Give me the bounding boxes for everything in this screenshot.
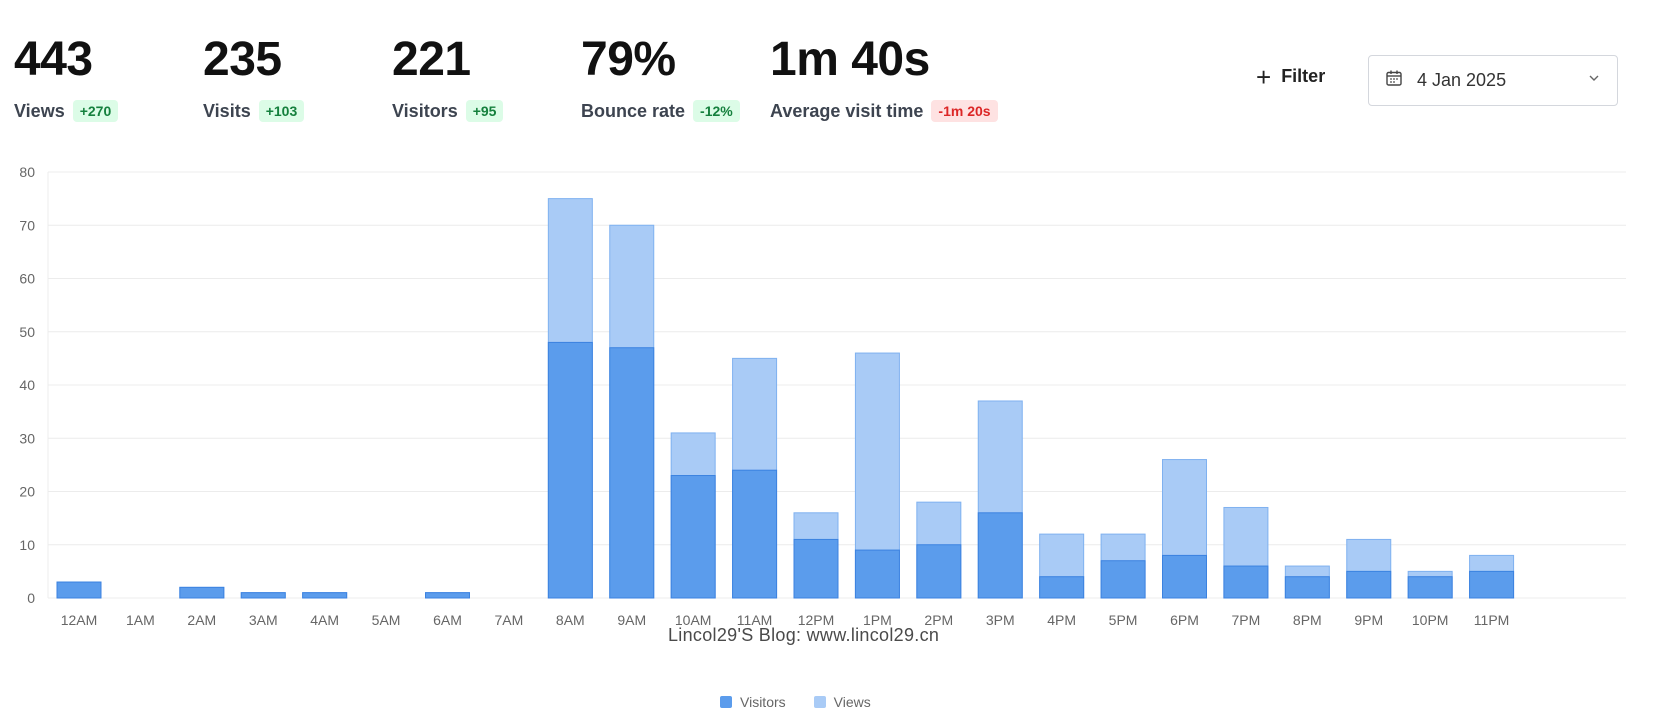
y-axis-ticks: 0 10 20 30 40 50 60 70 80 — [19, 164, 35, 606]
legend-item-views[interactable]: Views — [813, 694, 871, 710]
chart-legend: Visitors Views — [720, 694, 899, 710]
x-tick-label: 10PM — [1412, 612, 1449, 628]
x-tick-label: 4PM — [1047, 612, 1076, 628]
x-tick-label: 3PM — [986, 612, 1015, 628]
bar-visitors — [1039, 576, 1085, 599]
change-badge: +95 — [465, 100, 504, 122]
metric-value: 221 — [392, 33, 471, 86]
x-tick-label: 12PM — [798, 612, 835, 628]
bar-visitors — [1223, 565, 1269, 599]
x-tick-label: 10AM — [675, 612, 712, 628]
bar-visitors — [609, 347, 655, 599]
x-tick-label: 3AM — [249, 612, 278, 628]
x-tick-label: 11PM — [1474, 612, 1510, 628]
x-tick-label: 2PM — [924, 612, 953, 628]
y-tick-label: 50 — [19, 324, 35, 340]
metric-label: Views — [14, 100, 65, 121]
bar-visitors — [977, 512, 1023, 599]
y-tick-label: 70 — [19, 217, 35, 233]
metric-average-visit-time[interactable]: 1m 40s Average visit time -1m 20s — [770, 34, 1030, 122]
bar-visitors — [1284, 576, 1330, 599]
metric-value: 235 — [203, 33, 282, 86]
change-badge: -1m 20s — [931, 100, 998, 122]
x-tick-label: 9AM — [617, 612, 646, 628]
x-tick-label: 6AM — [433, 612, 462, 628]
x-tick-label: 8AM — [556, 612, 585, 628]
bar-visitors — [56, 581, 102, 599]
x-tick-label: 8PM — [1293, 612, 1322, 628]
metric-label: Average visit time — [770, 100, 924, 121]
watermark-text: Lincol29'S Blog: www.lincol29.cn — [668, 625, 940, 645]
date-picker[interactable]: 4 Jan 2025 — [1368, 55, 1618, 106]
bar-visitors — [240, 592, 286, 599]
bar-visitors — [793, 538, 839, 599]
metric-label: Bounce rate — [581, 100, 686, 121]
metric-value: 443 — [14, 33, 93, 86]
metric-views[interactable]: 443 Views +270 — [14, 34, 203, 122]
metric-label: Visits — [203, 100, 251, 121]
bar-visitors — [1407, 576, 1453, 599]
y-tick-label: 80 — [19, 164, 35, 180]
x-tick-label: 7PM — [1232, 612, 1261, 628]
x-tick-label: 11AM — [737, 612, 773, 628]
bar-visitors — [1346, 570, 1392, 599]
y-tick-label: 20 — [19, 484, 35, 500]
bar-visitors — [179, 586, 225, 599]
metric-value: 79% — [581, 33, 676, 86]
x-tick-label: 5PM — [1109, 612, 1138, 628]
y-tick-label: 0 — [27, 590, 35, 606]
x-tick-label: 6PM — [1170, 612, 1199, 628]
bar-visitors — [547, 341, 593, 599]
metric-value: 1m 40s — [770, 33, 930, 86]
x-tick-label: 7AM — [495, 612, 524, 628]
y-tick-label: 40 — [19, 377, 35, 393]
y-tick-label: 30 — [19, 430, 35, 446]
filter-label: Filter — [1281, 66, 1326, 86]
y-tick-label: 10 — [19, 537, 35, 553]
x-tick-label: 4AM — [310, 612, 339, 628]
bar-visitors — [916, 544, 962, 599]
legend-label: Visitors — [740, 694, 786, 710]
x-tick-label: 1AM — [126, 612, 155, 628]
change-badge: +270 — [72, 100, 119, 122]
hourly-bar-chart: 0 10 20 30 40 50 60 70 80 12AM 1AM 2AM 3AM 4AM 5AM 6AM… — [19, 164, 1626, 628]
x-axis-ticks: 12AM 1AM 2AM 3AM 4AM 5AM 6AM 7AM 8AM 9AM 10AM 11AM 1… — [61, 612, 1510, 628]
x-tick-label: 2AM — [187, 612, 216, 628]
legend-label: Views — [833, 694, 871, 710]
legend-swatch — [720, 696, 732, 708]
bars — [56, 198, 1515, 599]
metric-bounce-rate[interactable]: 79% Bounce rate -12% — [581, 34, 770, 122]
bar-visitors — [1469, 570, 1515, 599]
x-tick-label: 12AM — [61, 612, 98, 628]
plus-icon: + — [1256, 61, 1272, 92]
bar-visitors — [732, 469, 778, 599]
legend-swatch — [813, 696, 826, 708]
bar-visitors — [1162, 554, 1207, 599]
chevron-down-icon — [1587, 71, 1601, 90]
x-tick-label: 1PM — [863, 612, 892, 628]
bar-visitors — [425, 592, 470, 599]
change-badge: -12% — [693, 100, 740, 122]
calendar-icon — [1385, 69, 1403, 92]
bar-visitors — [302, 592, 348, 599]
x-tick-label: 5AM — [372, 612, 401, 628]
metrics-row: 443 Views +270 235 Visits +103 221 Visit… — [14, 34, 1030, 122]
filter-button[interactable]: + Filter — [1256, 61, 1326, 92]
bar-visitors — [1100, 560, 1146, 599]
y-tick-label: 60 — [19, 271, 35, 287]
change-badge: +103 — [258, 100, 305, 122]
metric-label: Visitors — [392, 100, 458, 121]
legend-item-visitors[interactable]: Visitors — [720, 694, 786, 710]
metric-visits[interactable]: 235 Visits +103 — [203, 34, 392, 122]
date-value: 4 Jan 2025 — [1417, 70, 1507, 90]
metric-visitors[interactable]: 221 Visitors +95 — [392, 34, 581, 122]
bar-visitors — [670, 475, 716, 599]
x-tick-label: 9PM — [1354, 612, 1383, 628]
bar-visitors — [854, 549, 900, 599]
